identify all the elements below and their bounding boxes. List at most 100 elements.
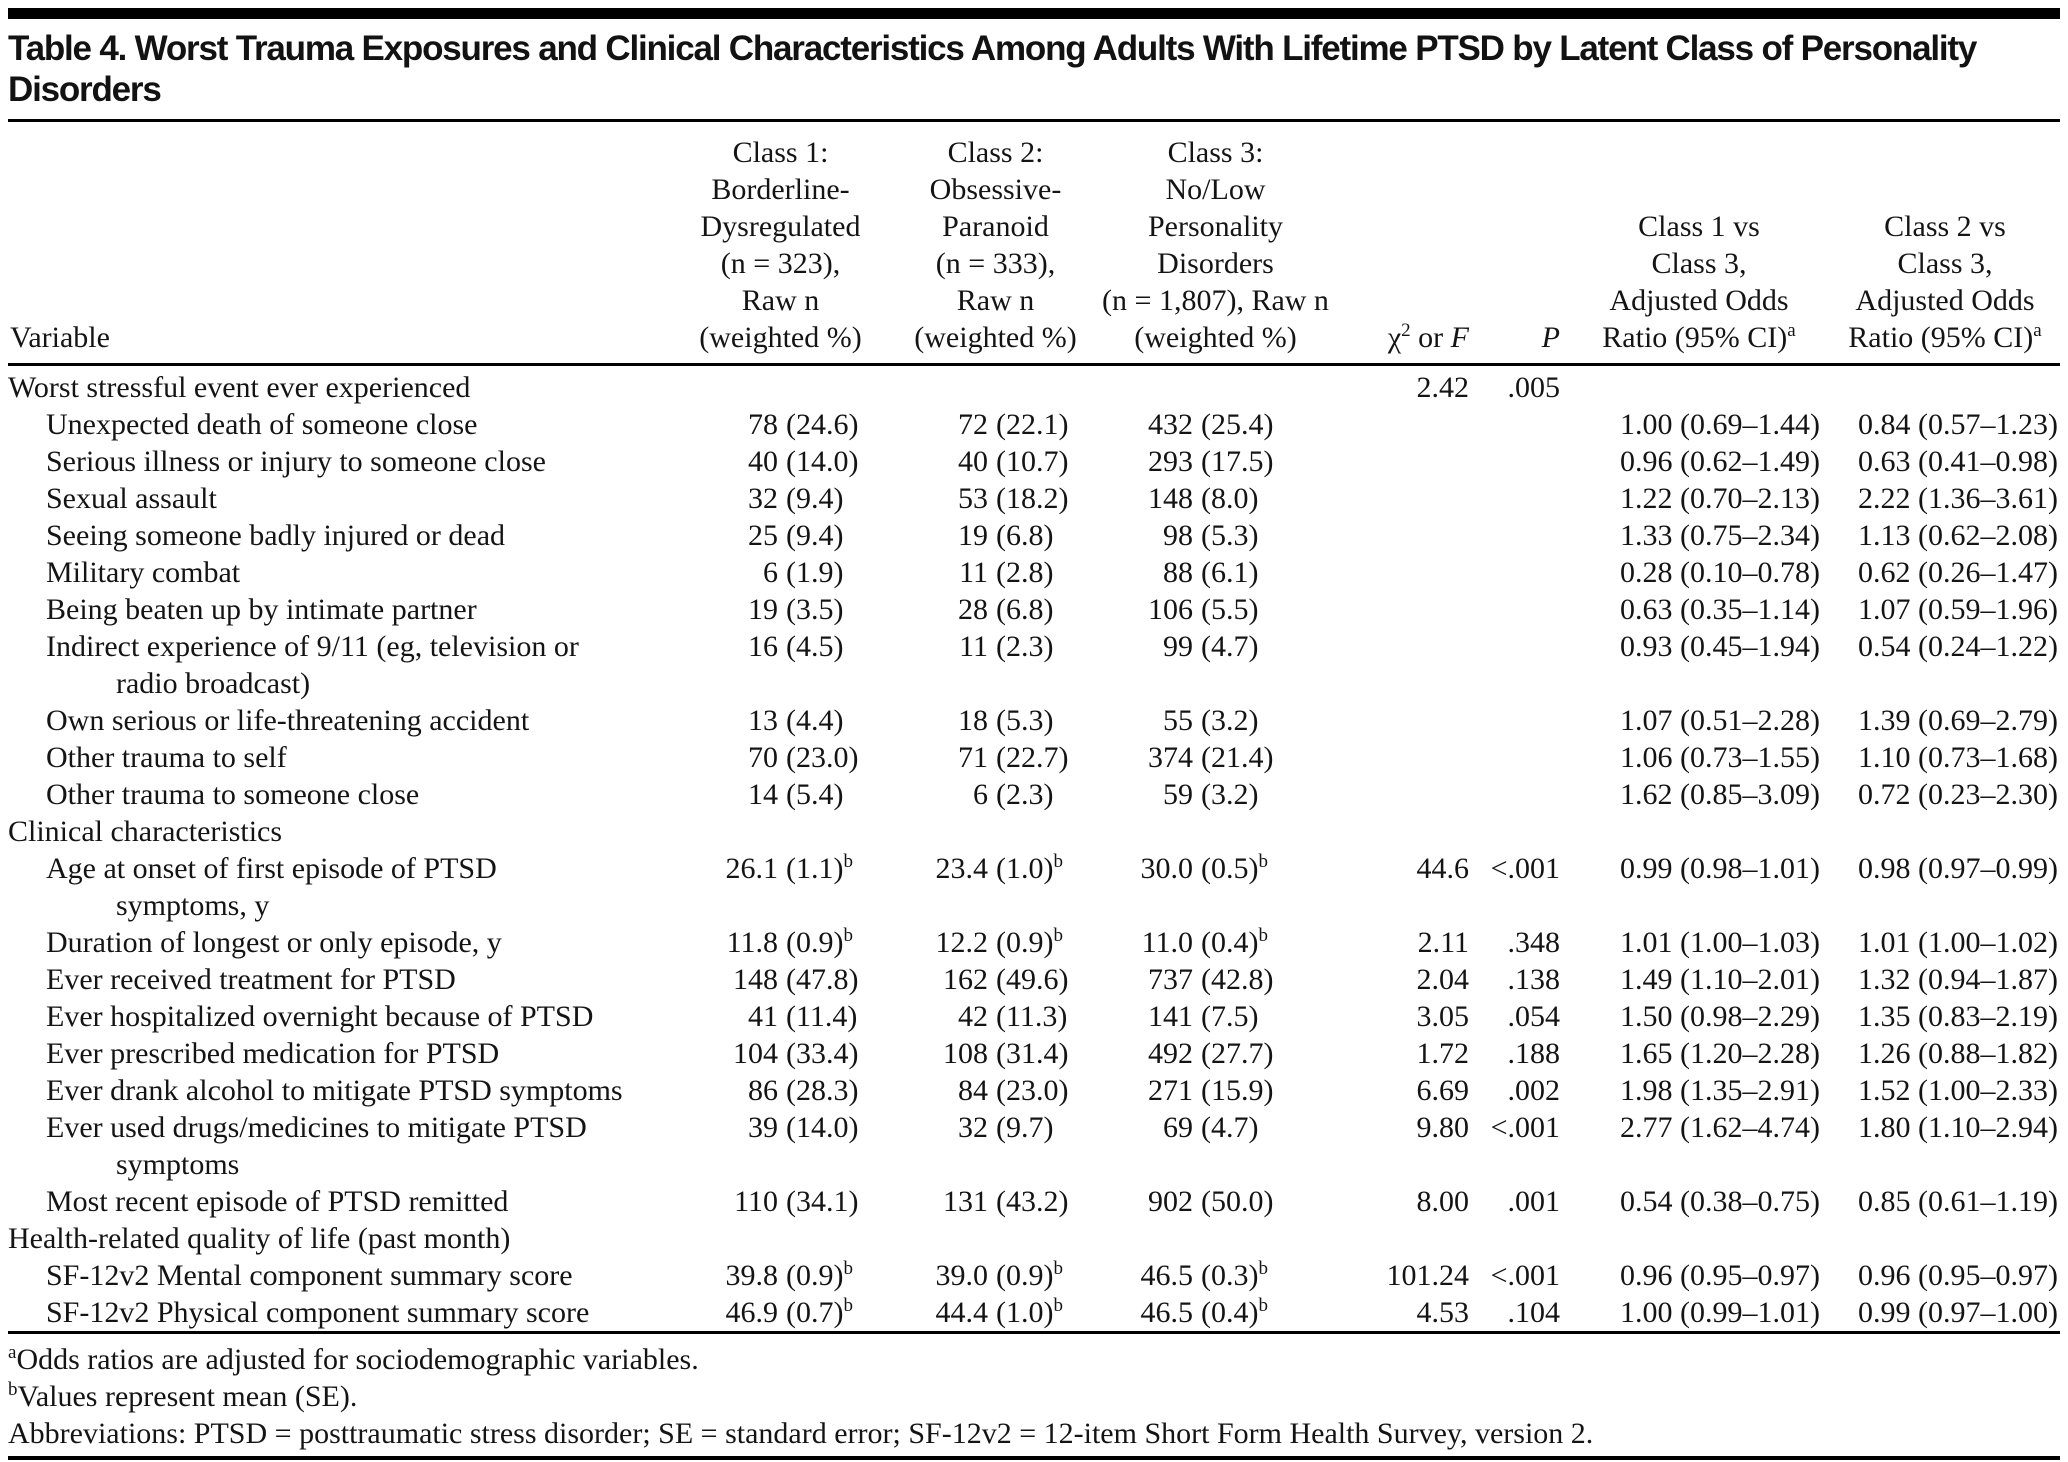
raw-n-value: 162 xyxy=(943,963,988,996)
chi-or-f-value: 2.11 xyxy=(1417,926,1469,959)
row-label: Seeing someone badly injured or dead xyxy=(46,519,506,552)
c2-value-cell: 11 (2.3) xyxy=(893,628,1098,665)
or-class1-vs-class3-value: 0.63 (0.35–1.14) xyxy=(1620,593,1820,626)
or-class1-vs-class3-value: 0.96 (0.62–1.49) xyxy=(1620,445,1820,478)
pct-text: (0.9) xyxy=(786,1259,844,1292)
footnote-b-marker: b xyxy=(1053,1295,1063,1316)
p-value: <.001 xyxy=(1490,1111,1560,1144)
class3-header-line: Disorders xyxy=(1157,247,1274,280)
raw-n-value: 106 xyxy=(1148,593,1193,626)
row-label-cell: Being beaten up by intimate partner xyxy=(8,591,668,628)
or1-header-line: Class 1 vs xyxy=(1638,210,1760,243)
weighted-pct-value: (21.4) xyxy=(1201,739,1273,776)
pct-text: (4.5) xyxy=(786,630,844,663)
weighted-pct-value: (0.7)b xyxy=(786,1294,853,1331)
table-row: Ever prescribed medication for PTSD 104 (3… xyxy=(8,1035,2060,1072)
p-value: .348 xyxy=(1507,926,1561,959)
c2-value-cell: 40 (10.7) xyxy=(893,443,1098,480)
c1-value-cell: 16 (4.5) xyxy=(668,628,893,665)
c3-value-cell: 902 (50.0) xyxy=(1098,1183,1333,1220)
row-label: Duration of longest or only episode, y xyxy=(46,926,502,959)
row-label-cell: Ever hospitalized overnight because of P… xyxy=(8,998,668,1035)
raw-n-value: 104 xyxy=(733,1037,778,1070)
pct-text: (6.8) xyxy=(996,593,1054,626)
c2-value-cell: 108 (31.4) xyxy=(893,1035,1098,1072)
or-class1-vs-class3-value: 1.62 (0.85–3.09) xyxy=(1620,778,1820,811)
chi-or-f-value: 4.53 xyxy=(1416,1296,1470,1329)
pct-text: (2.8) xyxy=(996,556,1054,589)
c2-value-cell: 162 (49.6) xyxy=(893,961,1098,998)
or-class2-vs-class3-value: 0.96 (0.95–0.97) xyxy=(1858,1259,2058,1292)
class1-header-line: Borderline- xyxy=(711,173,850,206)
row-label: Ever used drugs/medicines to mitigate PT… xyxy=(46,1111,587,1144)
footnote-b-marker: b xyxy=(843,925,853,946)
column-header-or-class1-vs-class3: Class 1 vs Class 3, Adjusted Odds Ratio … xyxy=(1568,208,1830,356)
table-body: Worst stressful event ever experienced 2.… xyxy=(8,366,2060,1331)
row-label: Ever hospitalized overnight because of P… xyxy=(46,1000,594,1033)
p-value: .001 xyxy=(1507,1185,1561,1218)
p-value: .138 xyxy=(1507,963,1561,996)
bottom-divider xyxy=(8,1456,2060,1460)
c3-value-cell: 88 (6.1) xyxy=(1098,554,1333,591)
table-row: Seeing someone badly injured or dead 25 (9… xyxy=(8,517,2060,554)
or2-header-ratio: Ratio (95% CI) xyxy=(1848,321,2034,354)
c2-value-cell: 12.2 (0.9)b xyxy=(893,924,1098,961)
pct-text: (0.9) xyxy=(786,926,844,959)
raw-n-value: 72 xyxy=(958,408,988,441)
title-divider xyxy=(8,119,2060,122)
or-class2-vs-class3-value: 1.13 (0.62–2.08) xyxy=(1858,519,2058,552)
raw-n-value: 32 xyxy=(748,482,778,515)
weighted-pct-value: (31.4) xyxy=(996,1035,1068,1072)
weighted-pct-value: (2.3) xyxy=(996,628,1053,665)
pct-text: (11.4) xyxy=(786,1000,858,1033)
abbreviations-note: Abbreviations: PTSD = posttraumatic stre… xyxy=(8,1417,1594,1450)
chi-or-f-value: 3.05 xyxy=(1416,1000,1470,1033)
pct-text: (1.0) xyxy=(996,852,1054,885)
or-class2-vs-class3-value: 0.99 (0.97–1.00) xyxy=(1858,1296,2058,1329)
class2-header-line: Raw n xyxy=(956,284,1035,317)
c1-value-cell: 14 (5.4) xyxy=(668,776,893,813)
chi-exponent: 2 xyxy=(1401,320,1411,341)
p-value: .054 xyxy=(1507,1000,1561,1033)
weighted-pct-value: (5.3) xyxy=(1201,517,1258,554)
or-class1-vs-class3-value: 2.77 (1.62–4.74) xyxy=(1620,1111,1820,1144)
raw-n-value: 14 xyxy=(748,778,778,811)
or-class1-vs-class3-value: 1.06 (0.73–1.55) xyxy=(1620,741,1820,774)
raw-n-value: 108 xyxy=(943,1037,988,1070)
weighted-pct-value: (4.4) xyxy=(786,702,843,739)
or-class1-vs-class3-value: 1.22 (0.70–2.13) xyxy=(1620,482,1820,515)
table-footnotes: aOdds ratios are adjusted for sociodemog… xyxy=(8,1334,2060,1456)
row-label-continued: radio broadcast) xyxy=(116,667,311,700)
or2-header-line: Class 2 vs xyxy=(1884,210,2006,243)
footnote-a-marker: a xyxy=(1787,320,1796,341)
weighted-pct-value: (28.3) xyxy=(786,1072,858,1109)
column-header-p: P xyxy=(1473,319,1568,356)
c3-value-cell: 11.0 (0.4)b xyxy=(1098,924,1333,961)
weighted-pct-value: (9.4) xyxy=(786,517,843,554)
raw-n-value: 39.8 xyxy=(725,1259,779,1292)
row-label-cell: Health-related quality of life (past mon… xyxy=(8,1220,668,1257)
pct-text: (3.2) xyxy=(1201,704,1259,737)
raw-n-value: 13 xyxy=(748,704,778,737)
pct-text: (6.8) xyxy=(996,519,1054,552)
weighted-pct-value: (47.8) xyxy=(786,961,858,998)
table-row: Military combat 6 (1.9) 11 (2.8) 88 (6.1) 0.28 … xyxy=(8,554,2060,591)
section-row: Worst stressful event ever experienced 2.… xyxy=(8,369,2060,406)
c1-value-cell: 11.8 (0.9)b xyxy=(668,924,893,961)
raw-n-value: 18 xyxy=(958,704,988,737)
raw-n-value: 69 xyxy=(1163,1111,1193,1144)
footnote-b-marker: b xyxy=(843,851,853,872)
raw-n-value: 11.0 xyxy=(1141,926,1193,959)
pct-text: (23.0) xyxy=(786,741,859,774)
table-row: Ever used drugs/medicines to mitigate PT… xyxy=(8,1109,2060,1183)
weighted-pct-value: (25.4) xyxy=(1201,406,1273,443)
p-value: <.001 xyxy=(1490,1259,1560,1292)
raw-n-value: 902 xyxy=(1148,1185,1193,1218)
raw-n-value: 46.5 xyxy=(1140,1259,1194,1292)
row-label: Most recent episode of PTSD remitted xyxy=(46,1185,509,1218)
c2-value-cell: 53 (18.2) xyxy=(893,480,1098,517)
class3-header-line: Class 3: xyxy=(1167,136,1264,169)
footnote-b-marker: b xyxy=(1258,1295,1268,1316)
table-row: Other trauma to self 70 (23.0) 71 (22.7) 374(… xyxy=(8,739,2060,776)
pct-text: (3.5) xyxy=(786,593,844,626)
